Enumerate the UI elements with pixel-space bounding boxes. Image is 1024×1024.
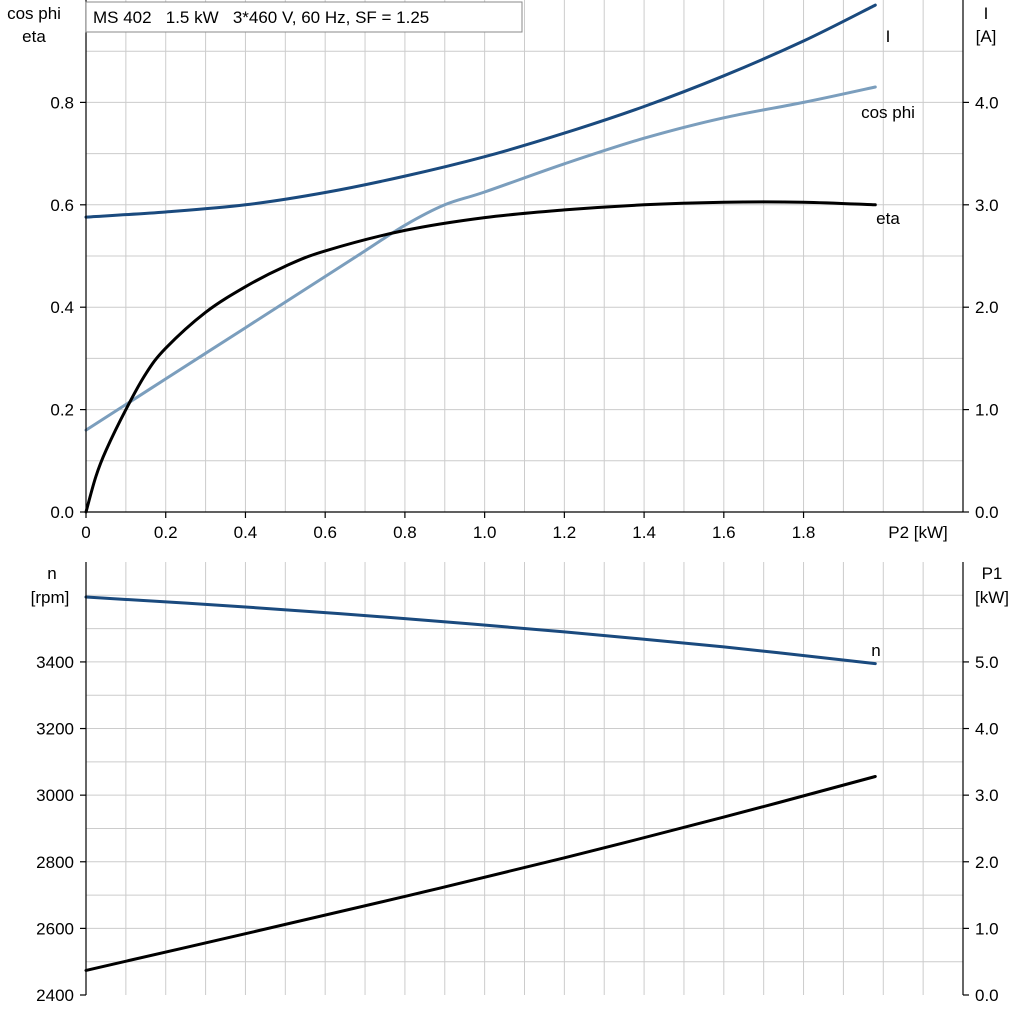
right-tick-label: 4.0 <box>975 93 999 112</box>
left-tick-label: 3200 <box>36 720 74 739</box>
series-line-n <box>84 595 877 666</box>
left-tick-label: 2800 <box>36 853 74 872</box>
top-panel: 0.0 0.2 0.4 0.6 0.8 0.0 1.0 2.0 3.0 4.0 0 0.2 0.4 0.6… <box>7 0 999 542</box>
right-tick-label: 3.0 <box>975 786 999 805</box>
right-tick-label: 4.0 <box>975 720 999 739</box>
top-curves <box>84 3 877 514</box>
x-tick-label: 1.2 <box>553 523 577 542</box>
x-tick-label: 0 <box>81 523 90 542</box>
bottom-right-axis-label-line2: [kW] <box>975 588 1009 607</box>
chart-title: MS 402 1.5 kW 3*460 V, 60 Hz, SF = 1.25 <box>93 8 429 27</box>
left-tick-label: 0.2 <box>50 401 74 420</box>
top-grid <box>86 0 963 512</box>
bottom-grid <box>86 562 963 995</box>
x-tick-label: 0.8 <box>393 523 417 542</box>
top-ticks: 0.0 0.2 0.4 0.6 0.8 0.0 1.0 2.0 3.0 4.0 0 0.2 0.4 0.6… <box>50 93 998 542</box>
top-right-axis-label-line2: [A] <box>976 27 997 46</box>
top-left-axis-label-line2: eta <box>22 27 46 46</box>
right-tick-label: 0.0 <box>975 503 999 522</box>
right-tick-label: 3.0 <box>975 196 999 215</box>
left-tick-label: 0.4 <box>50 298 74 317</box>
right-tick-label: 1.0 <box>975 919 999 938</box>
top-right-axis-label-line1: I <box>984 4 989 23</box>
series-line-eta <box>84 200 877 514</box>
left-tick-label: 3400 <box>36 653 74 672</box>
x-tick-label: 1.8 <box>792 523 816 542</box>
right-tick-label: 5.0 <box>975 653 999 672</box>
series-label-eta: eta <box>876 209 900 228</box>
title-box <box>85 1 523 33</box>
series-label-n: n <box>871 641 880 660</box>
x-tick-label: 0.6 <box>313 523 337 542</box>
series-line-bot-1 <box>84 775 877 972</box>
x-tick-label: 1.0 <box>473 523 497 542</box>
left-tick-label: 3000 <box>36 786 74 805</box>
bottom-left-axis-label-line2: [rpm] <box>31 588 70 607</box>
bottom-left-axis-label-line1: n <box>47 564 56 583</box>
left-tick-label: 2400 <box>36 986 74 1005</box>
x-tick-label: 0.2 <box>154 523 178 542</box>
bottom-right-axis-label-line1: P1 <box>982 564 1003 583</box>
bottom-axes <box>85 562 964 995</box>
x-tick-label: 1.4 <box>632 523 656 542</box>
series-label-cos-phi: cos phi <box>861 103 915 122</box>
right-tick-label: 2.0 <box>975 298 999 317</box>
left-tick-label: 2600 <box>36 919 74 938</box>
bottom-panel: 2400 2600 2800 3000 3200 3400 0.0 1.0 2.0 3.0 4.0 5… <box>31 562 1009 1005</box>
right-tick-label: 1.0 <box>975 401 999 420</box>
x-axis-label: P2 [kW] <box>888 523 948 542</box>
left-tick-label: 0.6 <box>50 196 74 215</box>
series-label-i: I <box>886 27 891 46</box>
top-left-axis-label-line1: cos phi <box>7 4 61 23</box>
right-tick-label: 2.0 <box>975 853 999 872</box>
bottom-curves <box>84 595 877 972</box>
series-line-i <box>84 3 877 219</box>
right-tick-label: 0.0 <box>975 986 999 1005</box>
bottom-ticks: 2400 2600 2800 3000 3200 3400 0.0 1.0 2.0 3.0 4.0 5… <box>36 653 998 1005</box>
left-tick-label: 0.0 <box>50 503 74 522</box>
x-tick-label: 0.4 <box>234 523 258 542</box>
x-tick-label: 1.6 <box>712 523 736 542</box>
series-line-cos-phi <box>84 85 877 432</box>
top-axes <box>85 0 964 513</box>
left-tick-label: 0.8 <box>50 93 74 112</box>
